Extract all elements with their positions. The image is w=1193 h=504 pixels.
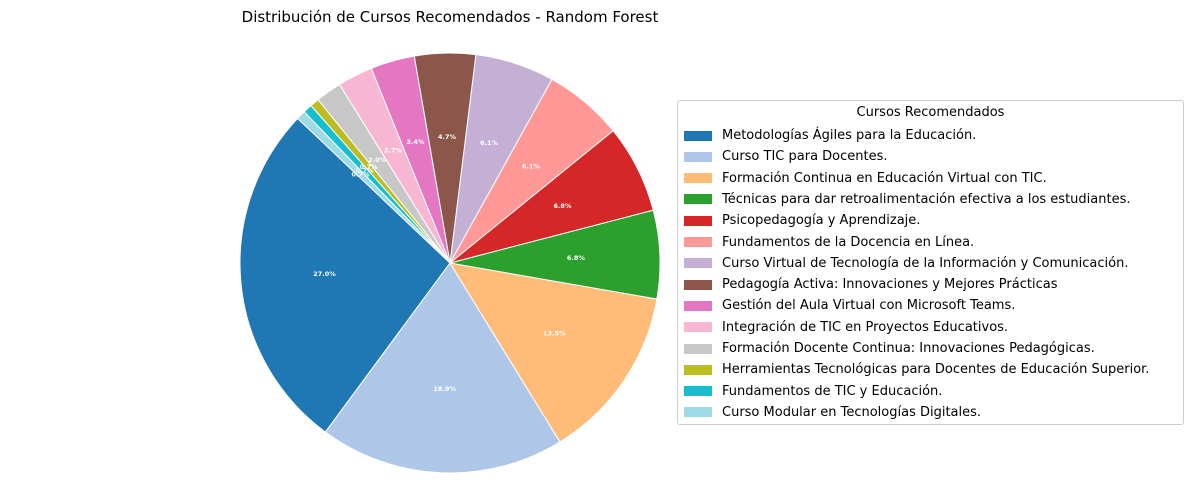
legend-label: Fundamentos de la Docencia en Línea. bbox=[722, 234, 975, 250]
legend-swatch bbox=[684, 386, 712, 397]
pie-slice-2 bbox=[448, 262, 658, 443]
slice-pct-label-5: 6.1% bbox=[522, 162, 541, 170]
legend-swatch bbox=[684, 151, 712, 162]
pie-slice-1 bbox=[324, 262, 561, 474]
legend-label: Formación Continua en Educación Virtual … bbox=[722, 170, 1047, 186]
legend-item-12: Fundamentos de TIC y Educación. bbox=[684, 381, 942, 402]
legend-item-3: Técnicas para dar retroalimentación efec… bbox=[684, 189, 1130, 210]
legend-swatch bbox=[684, 322, 712, 333]
legend-swatch bbox=[684, 300, 712, 311]
legend-label: Psicopedagogía y Aprendizaje. bbox=[722, 213, 921, 229]
legend-swatch bbox=[684, 343, 712, 354]
legend-item-8: Gestión del Aula Virtual con Microsoft T… bbox=[684, 295, 1015, 316]
slice-pct-label-10: 2.0% bbox=[368, 156, 387, 164]
legend-label: Herramientas Tecnológicas para Docentes … bbox=[722, 362, 1150, 378]
legend-label: Curso TIC para Docentes. bbox=[722, 149, 888, 165]
legend-swatch bbox=[684, 279, 712, 290]
slice-pct-label-4: 6.8% bbox=[553, 202, 572, 210]
legend-item-5: Fundamentos de la Docencia en Línea. bbox=[684, 232, 974, 253]
pie-slice-13 bbox=[296, 111, 451, 264]
slice-pct-label-12: 0.7% bbox=[355, 166, 374, 174]
legend-swatch bbox=[684, 237, 712, 247]
legend-label: Fundamentos de TIC y Educación. bbox=[722, 383, 943, 399]
slice-pct-label-11: 0.7% bbox=[360, 163, 379, 171]
legend-label: Curso Modular en Tecnologías Digitales. bbox=[722, 404, 982, 420]
legend-item-13: Curso Modular en Tecnologías Digitales. bbox=[684, 402, 981, 423]
legend-label: Formación Docente Continua: Innovaciones… bbox=[722, 341, 1095, 356]
slice-pct-label-13: 0.7% bbox=[352, 170, 371, 178]
legend-swatch bbox=[684, 407, 712, 418]
legend-swatch bbox=[684, 130, 712, 141]
legend-swatch bbox=[684, 173, 712, 184]
chart-title: Distribución de Cursos Recomendados - Ra… bbox=[241, 8, 659, 26]
legend-item-4: Psicopedagogía y Aprendizaje. bbox=[684, 210, 920, 231]
legend-label: Técnicas para dar retroalimentación efec… bbox=[722, 191, 1131, 207]
slice-pct-label-0: 27.0% bbox=[313, 270, 336, 278]
slice-pct-label-3: 6.8% bbox=[567, 254, 586, 262]
slice-pct-label-8: 3.4% bbox=[406, 138, 425, 146]
legend: Cursos Recomendados Metodologías Ágiles … bbox=[677, 100, 1184, 425]
slice-pct-label-2: 13.5% bbox=[543, 330, 566, 338]
legend-label: Pedagogía Activa: Innovaciones y Mejores… bbox=[722, 277, 1058, 293]
slice-pct-label-7: 4.7% bbox=[438, 133, 457, 141]
legend-label: Curso Virtual de Tecnología de la Inform… bbox=[722, 255, 1129, 271]
legend-item-10: Formación Docente Continua: Innovaciones… bbox=[684, 338, 1095, 359]
pie-chart: 27.0%18.9%13.5%6.8%6.8%6.1%6.1%4.7%3.4%2… bbox=[239, 52, 661, 474]
legend-swatch bbox=[684, 194, 712, 205]
legend-item-0: Metodologías Ágiles para la Educación. bbox=[684, 125, 976, 146]
slice-pct-label-6: 6.1% bbox=[480, 139, 499, 147]
legend-item-2: Formación Continua en Educación Virtual … bbox=[684, 168, 1047, 189]
legend-item-11: Herramientas Tecnológicas para Docentes … bbox=[684, 359, 1149, 380]
legend-item-7: Pedagogía Activa: Innovaciones y Mejores… bbox=[684, 274, 1057, 295]
pie-slice-0 bbox=[239, 117, 451, 433]
legend-swatch bbox=[684, 364, 712, 375]
legend-item-1: Curso TIC para Docentes. bbox=[684, 146, 888, 167]
legend-label: Integración de TIC en Proyectos Educativ… bbox=[722, 319, 1009, 335]
legend-title: Cursos Recomendados bbox=[856, 105, 1005, 120]
legend-item-6: Curso Virtual de Tecnología de la Inform… bbox=[684, 253, 1128, 274]
legend-swatch bbox=[684, 258, 712, 269]
slice-pct-label-1: 18.9% bbox=[433, 385, 456, 393]
slice-pct-label-9: 2.7% bbox=[384, 147, 403, 155]
legend-label: Gestión del Aula Virtual con Microsoft T… bbox=[722, 298, 1016, 314]
legend-swatch bbox=[684, 215, 712, 226]
legend-item-9: Integración de TIC en Proyectos Educativ… bbox=[684, 317, 1008, 338]
legend-label: Metodologías Ágiles para la Educación. bbox=[722, 128, 977, 143]
